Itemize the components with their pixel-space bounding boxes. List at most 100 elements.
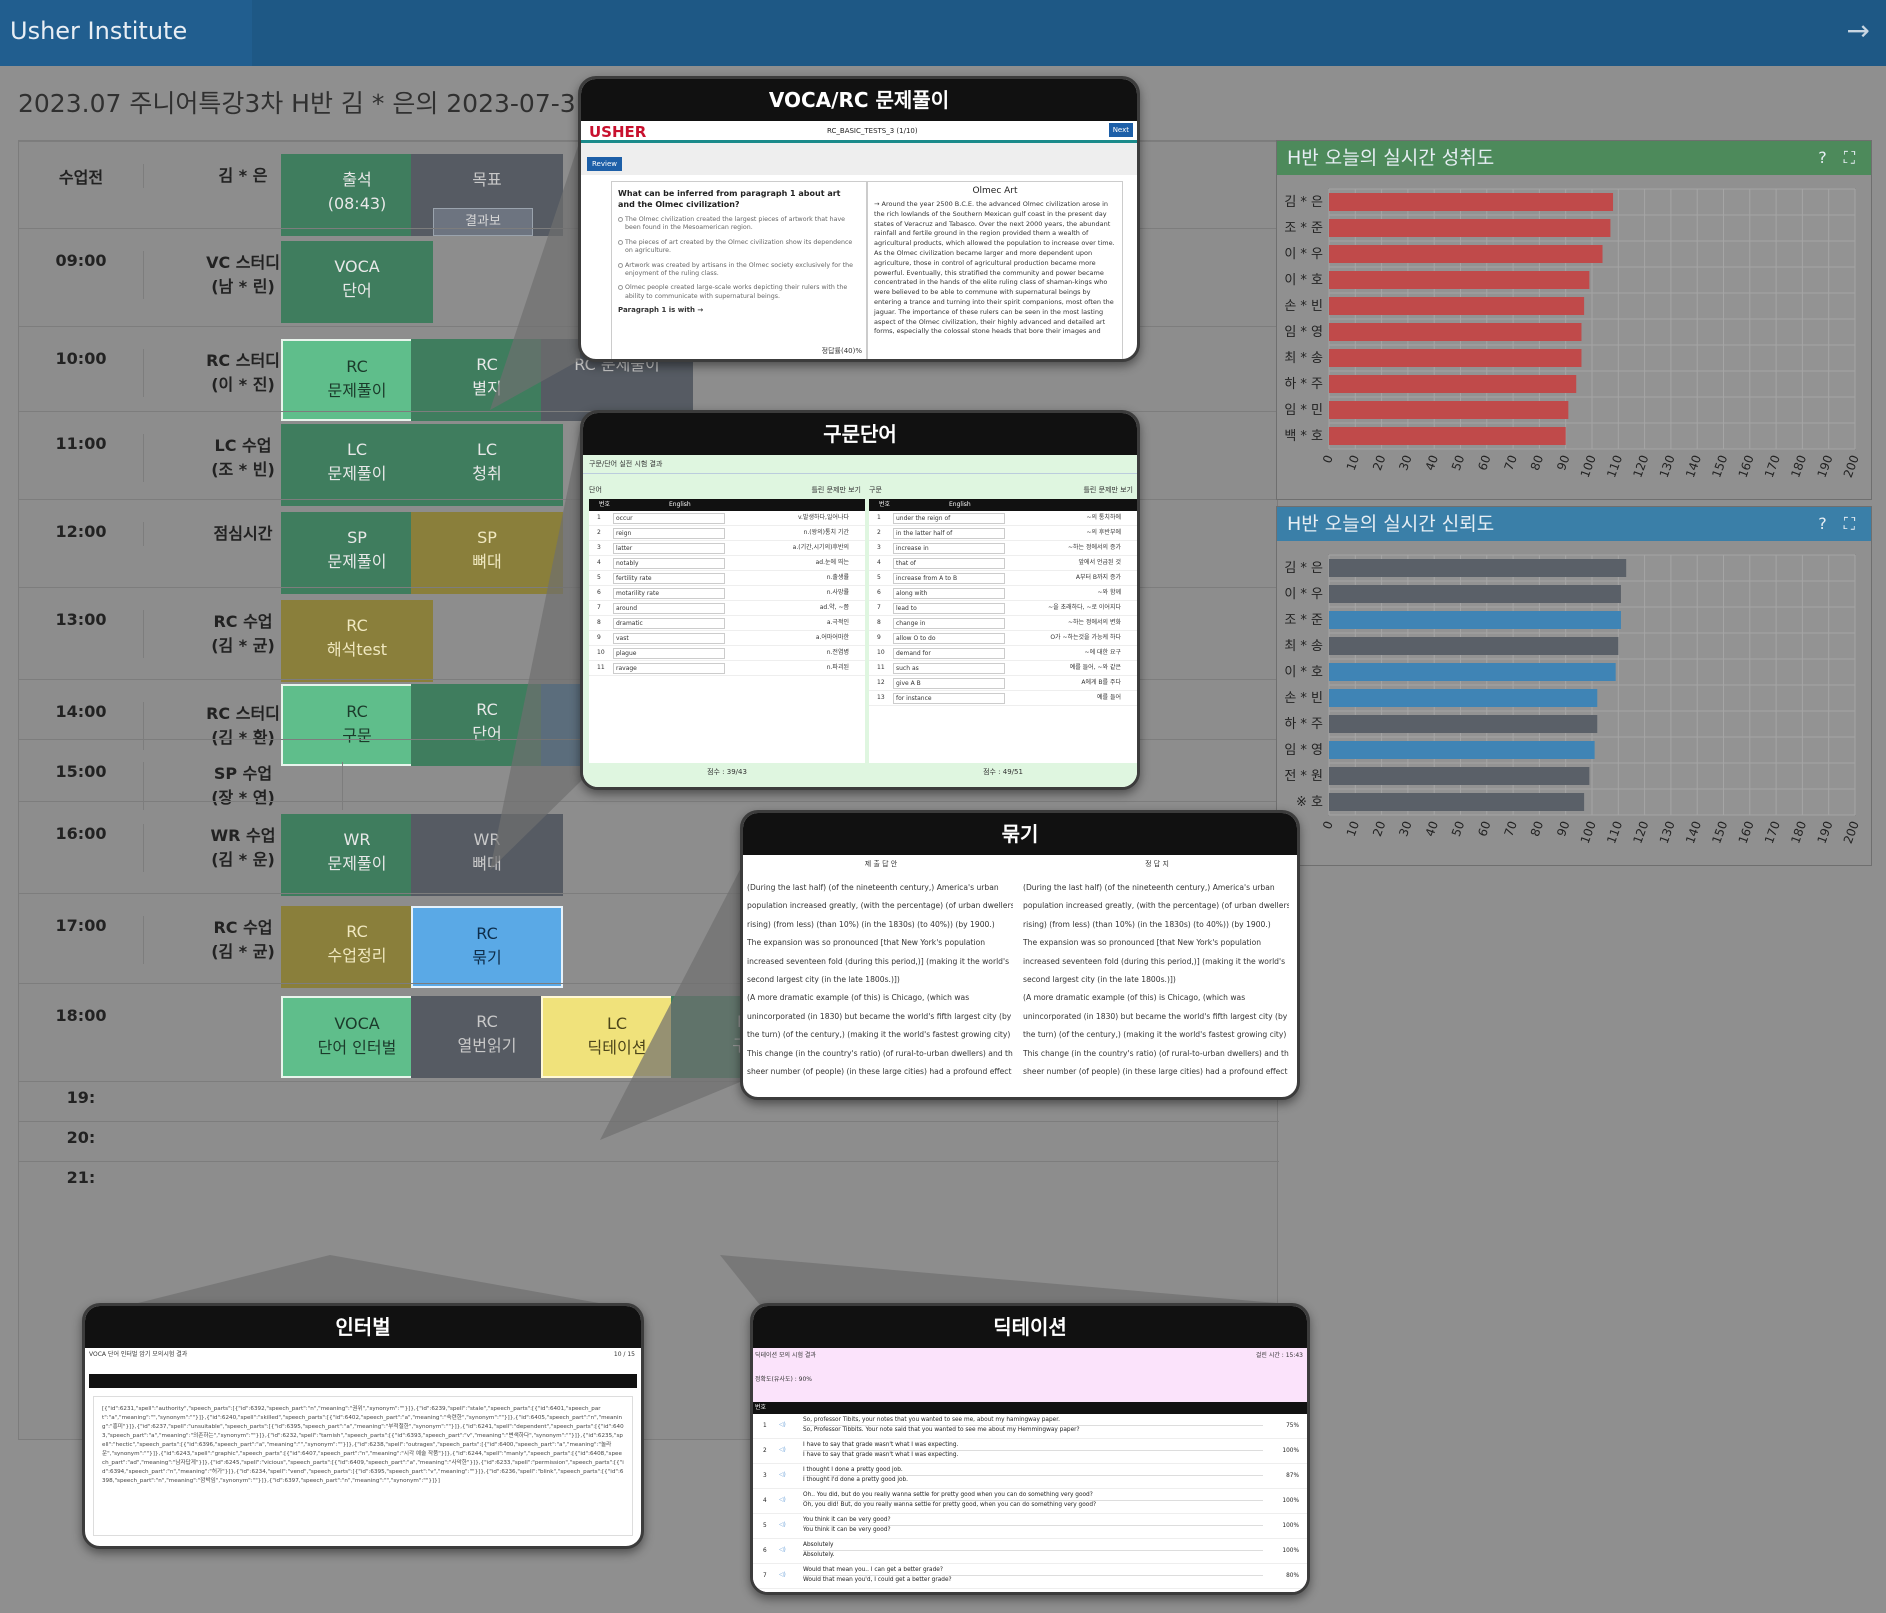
schedule-card[interactable]: WR 문제풀이 (281, 814, 433, 896)
bar[interactable] (1329, 715, 1598, 733)
phrase-row: 13 for instance 예를 들어 (869, 691, 1137, 706)
row-number: 6 (763, 1548, 767, 1554)
bar[interactable] (1329, 663, 1616, 681)
bar[interactable] (1329, 401, 1569, 419)
answer-field[interactable]: such as (893, 663, 1005, 674)
answer-option[interactable]: The Olmec civilization created the large… (618, 216, 860, 233)
bar[interactable] (1329, 793, 1585, 811)
category-label: 하 * 주 (1284, 377, 1323, 392)
schedule-card[interactable]: LC 청취 (411, 424, 563, 506)
grouping-line: second largest city (in the late 1800s.)… (1023, 975, 1176, 985)
row-number: 12 (877, 679, 885, 686)
row-number: 4 (877, 559, 881, 566)
wrong-only-toggle[interactable]: 틀린 문제만 보기 (811, 486, 861, 494)
bar[interactable] (1329, 559, 1627, 577)
category-label: 김 * 은 (1284, 195, 1323, 210)
app-title[interactable]: Usher Institute (0, 0, 252, 66)
help-expand-icons[interactable]: ? ⛶ (1818, 514, 1861, 533)
answer-field[interactable]: occur (613, 513, 725, 524)
play-icon[interactable]: ◁) (779, 1497, 786, 1503)
answer-field[interactable]: increase in (893, 543, 1005, 554)
answer-field[interactable]: that of (893, 558, 1005, 569)
answer-field[interactable]: around (613, 603, 725, 614)
answer-field[interactable]: allow O to do (893, 633, 1005, 644)
answer-option[interactable]: The pieces of art created by the Olmec c… (618, 239, 860, 256)
usher-logo: USHER (589, 123, 647, 141)
answer-option[interactable]: Artwork was created by artisans in the O… (618, 262, 860, 279)
schedule-card[interactable]: RC 문제풀이 (281, 339, 433, 421)
schedule-card[interactable]: 목표 결과보 (411, 154, 563, 236)
bar[interactable] (1329, 349, 1582, 367)
answer-field[interactable]: under the reign of (893, 513, 1005, 524)
next-button[interactable]: Next (1108, 123, 1133, 137)
radio-icon[interactable] (618, 285, 623, 291)
category-label: 이 * 우 (1284, 247, 1323, 262)
bar[interactable] (1329, 219, 1611, 237)
answer-field[interactable]: demand for (893, 648, 1005, 659)
answer-field[interactable]: plague (613, 648, 725, 659)
arrow-right-icon[interactable]: → (1846, 14, 1870, 47)
bar[interactable] (1329, 297, 1585, 315)
bar[interactable] (1329, 585, 1621, 603)
correct-text: I thought I'd done a pretty good job. (803, 1477, 909, 1483)
bar[interactable] (1329, 323, 1582, 341)
correct-text: I have to say that grade wasn't what I w… (803, 1452, 959, 1458)
answer-field[interactable]: for instance (893, 693, 1005, 704)
radio-icon[interactable] (618, 239, 623, 245)
answer-field[interactable]: latter (613, 543, 725, 554)
bar[interactable] (1329, 375, 1577, 393)
answer-field[interactable]: give A B (893, 678, 1005, 689)
page-title: 2023.07 주니어특강3차 H반 김 * 은의 2023-07-31 성 (18, 89, 623, 118)
category-label: 최 * 송 (1284, 351, 1323, 366)
schedule-card[interactable]: RC 수업정리 (281, 906, 433, 988)
play-icon[interactable]: ◁) (779, 1547, 786, 1553)
answer-option[interactable]: Olmec people created large-scale works d… (618, 284, 860, 301)
answer-field[interactable]: fertility rate (613, 573, 725, 584)
answer-field[interactable]: vast (613, 633, 725, 644)
bar[interactable] (1329, 741, 1595, 759)
schedule-card[interactable]: SP 문제풀이 (281, 512, 433, 594)
bar[interactable] (1329, 611, 1621, 629)
play-icon[interactable]: ◁) (779, 1572, 786, 1578)
bar[interactable] (1329, 767, 1590, 785)
bar[interactable] (1329, 689, 1598, 707)
radio-icon[interactable] (618, 262, 623, 268)
play-icon[interactable]: ◁) (779, 1422, 786, 1428)
answer-field[interactable]: dramatic (613, 618, 725, 629)
play-icon[interactable]: ◁) (779, 1447, 786, 1453)
answer-field[interactable]: notably (613, 558, 725, 569)
answer-field[interactable]: lead to (893, 603, 1005, 614)
answer-field[interactable]: increase from A to B (893, 573, 1005, 584)
grouping-line: the turn) (of the century,) (making it t… (1023, 1030, 1287, 1040)
schedule-card[interactable]: RC 해석test (281, 600, 433, 682)
bar[interactable] (1329, 193, 1614, 211)
answer-field[interactable]: reign (613, 528, 725, 539)
bar[interactable] (1329, 637, 1619, 655)
bar[interactable] (1329, 271, 1590, 289)
help-expand-icons[interactable]: ? ⛶ (1818, 148, 1861, 167)
answer-field[interactable]: motarility rate (613, 588, 725, 599)
radio-icon[interactable] (618, 217, 623, 222)
play-icon[interactable]: ◁) (779, 1522, 786, 1528)
schedule-card[interactable]: VOCA 단어 인터벌 (281, 996, 433, 1078)
schedule-card[interactable]: VOCA 단어 (281, 241, 433, 323)
answer-field[interactable]: change in (893, 618, 1005, 629)
schedule-card[interactable]: RC 열번읽기 (411, 996, 563, 1078)
schedule-card[interactable]: WR 뼈대 (411, 814, 563, 896)
row-number: 6 (877, 589, 881, 596)
answer-field[interactable]: in the latter half of (893, 528, 1005, 539)
passage-pane[interactable]: Olmec Art → Around the year 2500 B.C.E. … (867, 181, 1123, 359)
schedule-card[interactable]: SP 뼈대 (411, 512, 563, 594)
bar[interactable] (1329, 427, 1566, 445)
answer-field[interactable]: along with (893, 588, 1005, 599)
schedule-card[interactable]: LC 문제풀이 (281, 424, 433, 506)
phrase-row: 12 give A B A에게 B를 주다 (869, 676, 1137, 691)
schedule-card[interactable]: 출석 (08:43) (281, 154, 433, 236)
wrong-only-toggle[interactable]: 틀린 문제만 보기 (1083, 486, 1133, 494)
schedule-card[interactable]: RC 묶기 (411, 906, 563, 988)
play-icon[interactable]: ◁) (779, 1472, 786, 1478)
x-tick-label: 0 (1320, 819, 1336, 831)
review-button[interactable]: Review (587, 157, 622, 171)
bar[interactable] (1329, 245, 1603, 263)
answer-field[interactable]: ravage (613, 663, 725, 674)
